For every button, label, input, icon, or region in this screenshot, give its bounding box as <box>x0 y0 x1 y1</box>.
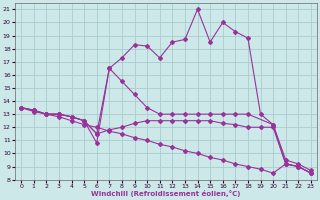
X-axis label: Windchill (Refroidissement éolien,°C): Windchill (Refroidissement éolien,°C) <box>91 190 241 197</box>
